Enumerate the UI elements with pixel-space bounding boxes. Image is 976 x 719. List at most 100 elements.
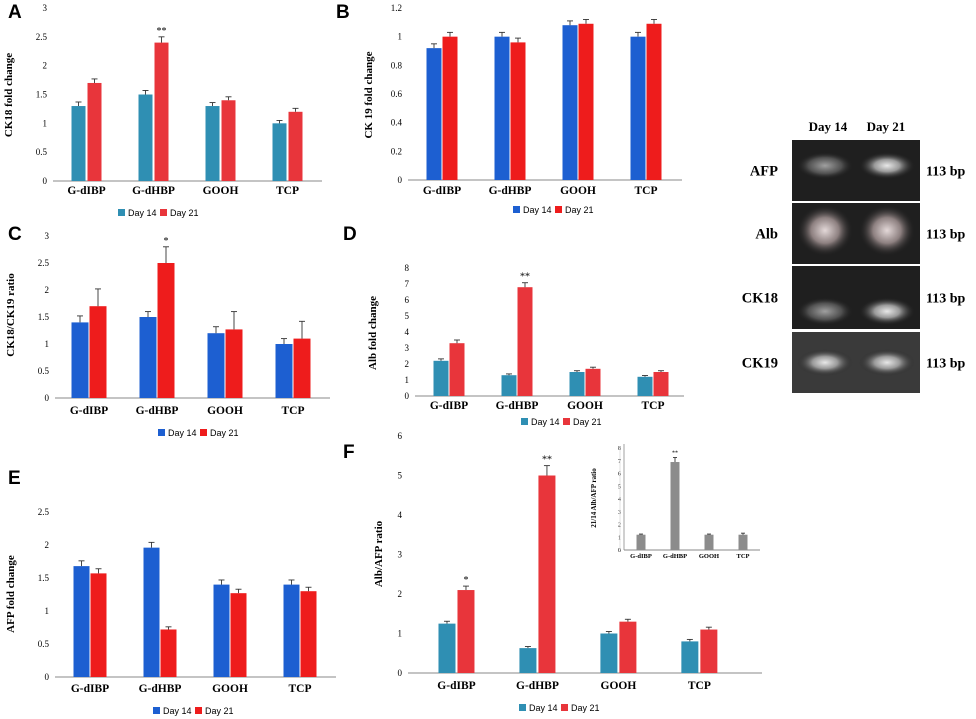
gel-size-label: 113 bp [926, 292, 966, 307]
bar-day-21-tcp [300, 591, 317, 677]
y-axis-title: CK 19 fold change [363, 51, 375, 138]
y-tick-label: 1.5 [38, 573, 50, 583]
y-tick-label: 7 [618, 459, 621, 465]
bar-day-21-g-dhbp [154, 42, 169, 181]
y-tick-label: 1 [43, 118, 48, 128]
bar-day-21-g-dibp [89, 306, 107, 398]
y-tick-label: 1 [398, 32, 403, 42]
y-tick-label: 2.5 [38, 258, 50, 268]
chart-f: F 0 1 2 3 4 5 6 Alb/AFP ratio * G-dIBP ** G-dHBP GOOH… [343, 431, 762, 713]
category-label: GOOH [567, 400, 603, 412]
bar-day-21-tcp [653, 372, 669, 396]
chart-e: E 0 0.5 1 1.5 2 2.5 AFP fold change G-dIBP G-dHBP… [5, 468, 336, 716]
panel-label-a: A [8, 2, 22, 23]
bar-day-21-g-dhbp [160, 629, 177, 677]
y-tick-label: 1 [618, 535, 621, 541]
y-tick-label: 0.5 [38, 639, 50, 649]
bar-day-21-g-dibp [449, 343, 465, 396]
bar-day-14-g-dhbp [519, 648, 537, 673]
y-tick-label: 2.5 [38, 507, 50, 517]
bar-day-21-g-dhbp [157, 263, 175, 398]
bar-day-14-tcp [275, 344, 293, 398]
panel-label-f: F [343, 442, 355, 463]
y-tick-label: 0 [405, 391, 410, 401]
category-label: GOOH [560, 185, 596, 197]
bar-day-21-g-dhbp [517, 287, 533, 396]
y-axis-title: AFP fold change [5, 555, 17, 633]
category-label: TCP [635, 185, 658, 197]
legend-label: Day 14 [163, 706, 192, 716]
gel-image: Day 14 Day 21 AFP 113 bp Alb 113 bp CK18 113 bp… [742, 119, 966, 393]
category-label: TCP [289, 683, 312, 695]
y-axis-title: CK18/CK19 ratio [5, 273, 17, 357]
legend-label: Day 14 [168, 428, 197, 438]
bar-day-21-gooh [619, 621, 637, 673]
gel-band [859, 349, 915, 376]
gel-size-label: 113 bp [926, 165, 966, 180]
gel-header-day21: Day 21 [867, 119, 906, 134]
category-label: G-dIBP [430, 400, 468, 412]
bar-day-21-g-dibp [87, 82, 102, 181]
category-label: TCP [688, 680, 711, 692]
bar-day-21-gooh [578, 23, 594, 181]
category-label: G-dHBP [496, 400, 539, 412]
gel-band [797, 204, 853, 257]
y-tick-label: 2.5 [36, 32, 48, 42]
legend-swatch [153, 707, 160, 714]
category-label: G-dHBP [663, 553, 687, 560]
gel-gene-label: AFP [750, 164, 778, 180]
panel-label-b: B [336, 2, 350, 23]
category-label: GOOH [699, 553, 719, 560]
bar-day-14-gooh [562, 25, 578, 181]
bar-day-21-gooh [221, 100, 236, 181]
legend-label: Day 21 [571, 703, 600, 713]
y-tick-label: 0.5 [36, 147, 48, 157]
y-tick-label: 0.8 [391, 60, 403, 70]
category-label: G-dHBP [136, 405, 179, 417]
panel-label-e: E [8, 468, 21, 489]
legend-swatch [561, 704, 568, 711]
bar-day-14-gooh [600, 633, 618, 673]
gel-band [859, 152, 915, 180]
y-tick-label: 1 [45, 606, 50, 616]
y-tick-label: 1 [45, 339, 50, 349]
y-tick-label: 8 [405, 263, 410, 273]
legend-swatch [563, 418, 570, 425]
category-label: G-dIBP [630, 553, 652, 560]
y-tick-label: 2 [45, 540, 50, 550]
y-tick-label: 4 [405, 327, 410, 337]
legend-swatch [513, 206, 520, 213]
legend-swatch [158, 429, 165, 436]
y-tick-label: 0.5 [38, 366, 50, 376]
legend-label: Day 21 [573, 417, 602, 427]
legend-swatch [195, 707, 202, 714]
significance-marker: ** [672, 451, 678, 457]
category-label: G-dIBP [67, 185, 105, 197]
significance-marker: ** [520, 272, 530, 283]
bar-day-21-gooh [585, 368, 601, 396]
bar-day-14-g-dibp [71, 106, 86, 181]
bar-day-14-tcp [630, 36, 646, 180]
bar-day-14-g-dibp [438, 623, 456, 673]
y-tick-label: 3 [398, 550, 403, 560]
category-label: G-dHBP [139, 683, 182, 695]
legend-swatch [521, 418, 528, 425]
y-tick-label: 3 [405, 343, 410, 353]
y-tick-label: 0.6 [391, 89, 403, 99]
bar-day-21-tcp [288, 111, 303, 181]
bar-day-21-g-dibp [457, 590, 475, 673]
y-tick-label: 0 [43, 176, 48, 186]
y-tick-label: 1.2 [391, 3, 402, 13]
category-label: TCP [737, 553, 750, 560]
bar-day-14-gooh [213, 584, 230, 677]
category-label: G-dIBP [70, 405, 108, 417]
y-tick-label: 2 [618, 523, 621, 529]
gel-band [797, 152, 853, 180]
gel-size-label: 113 bp [926, 357, 966, 372]
legend-swatch [555, 206, 562, 213]
bar-day-14-g-dibp [73, 566, 90, 677]
y-tick-label: 0 [398, 668, 403, 678]
bar-day-21-g-dibp [90, 573, 107, 677]
bar-day-14-g-dhbp [138, 94, 153, 181]
chart-d: D 0 1 2 3 4 5 6 7 8 Alb fold change G-dIBP ** G-dHBP G… [343, 224, 684, 427]
